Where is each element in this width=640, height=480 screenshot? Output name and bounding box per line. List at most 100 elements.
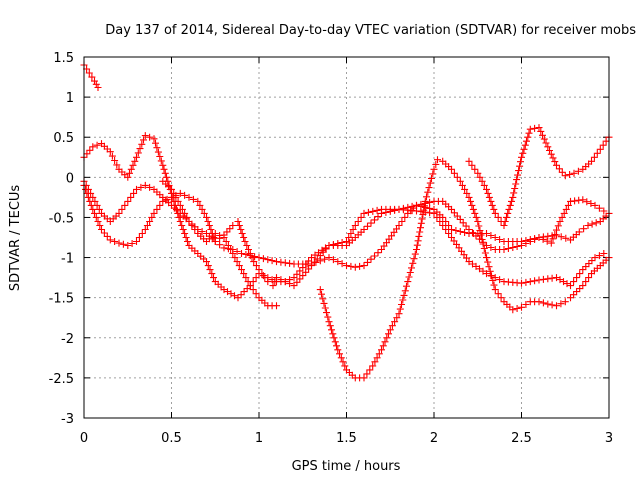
data-point — [535, 234, 543, 241]
data-point — [111, 157, 119, 164]
data-point — [153, 144, 161, 152]
data-point — [296, 267, 304, 275]
data-point — [600, 207, 608, 215]
data-point — [474, 218, 482, 225]
data-point — [182, 234, 190, 241]
data-point — [500, 246, 508, 253]
data-point — [391, 318, 399, 326]
data-point — [205, 222, 213, 229]
data-point — [316, 286, 324, 294]
data-point — [146, 218, 154, 225]
data-point — [526, 125, 534, 133]
data-point — [203, 213, 210, 221]
data-point — [471, 165, 479, 173]
data-point — [522, 240, 530, 247]
data-point — [138, 230, 146, 237]
data-point — [480, 181, 488, 189]
data-point — [445, 230, 453, 237]
data-point — [371, 358, 379, 366]
data-point — [133, 153, 140, 161]
data-point — [385, 330, 392, 338]
data-point — [308, 262, 315, 270]
data-point — [319, 295, 327, 303]
data-point — [194, 197, 202, 205]
data-point — [94, 84, 102, 91]
data-point — [591, 201, 599, 209]
data-point — [582, 278, 590, 286]
data-point — [450, 209, 458, 217]
data-point — [401, 213, 409, 221]
data-point — [210, 234, 218, 241]
data-point — [337, 354, 345, 362]
data-point — [476, 227, 484, 234]
data-point — [371, 252, 378, 260]
data-point — [400, 291, 408, 299]
data-point — [461, 185, 469, 193]
data-point — [456, 177, 464, 185]
data-point — [242, 274, 250, 282]
data-point — [369, 362, 377, 370]
data-point — [522, 301, 530, 308]
data-point — [92, 80, 100, 88]
data-point — [573, 288, 581, 296]
data-point — [521, 141, 529, 149]
data-point — [472, 232, 480, 240]
data-point — [198, 205, 206, 213]
data-point — [420, 206, 428, 214]
y-tick-label: 0 — [66, 171, 74, 186]
data-point — [442, 218, 450, 225]
data-point — [188, 222, 196, 229]
data-point — [415, 232, 423, 240]
data-point — [513, 305, 521, 312]
data-point — [599, 141, 607, 149]
data-point — [564, 201, 572, 209]
data-point — [476, 173, 484, 181]
data-point — [374, 213, 382, 221]
data-point — [383, 334, 391, 342]
data-point — [319, 248, 327, 256]
data-point — [417, 219, 425, 227]
data-point — [547, 239, 555, 247]
data-point — [338, 260, 346, 268]
data-point — [321, 255, 329, 263]
data-point — [299, 272, 307, 280]
data-point — [310, 258, 318, 266]
data-point — [488, 201, 496, 209]
data-point — [484, 258, 492, 266]
data-point — [483, 254, 490, 262]
data-point — [290, 274, 298, 282]
x-tick-label: 2 — [430, 431, 438, 446]
data-point — [496, 236, 504, 243]
data-point — [580, 225, 588, 233]
data-point — [477, 231, 485, 239]
data-point — [85, 69, 93, 77]
data-point — [189, 195, 197, 203]
data-point — [487, 197, 495, 205]
data-point — [595, 204, 603, 212]
data-point — [479, 240, 487, 248]
data-point — [211, 230, 219, 237]
data-point — [88, 73, 96, 81]
data-point — [560, 209, 568, 217]
y-tick-label: -2 — [61, 332, 74, 347]
data-point — [539, 131, 546, 139]
data-point — [259, 255, 267, 263]
data-point — [378, 346, 385, 354]
data-point — [448, 165, 455, 173]
data-point — [261, 274, 269, 282]
data-point — [235, 222, 243, 229]
data-point — [95, 205, 103, 213]
data-point — [175, 213, 183, 221]
data-point — [544, 300, 552, 308]
data-point — [234, 294, 242, 302]
data-point — [570, 278, 578, 286]
data-point — [522, 278, 530, 286]
data-point — [181, 230, 189, 237]
data-point — [229, 250, 237, 257]
data-point — [510, 189, 518, 197]
data-point — [494, 213, 502, 221]
data-point — [349, 226, 357, 233]
data-point — [570, 291, 578, 299]
x-tick-label: 1 — [255, 431, 263, 446]
data-point — [364, 258, 371, 266]
